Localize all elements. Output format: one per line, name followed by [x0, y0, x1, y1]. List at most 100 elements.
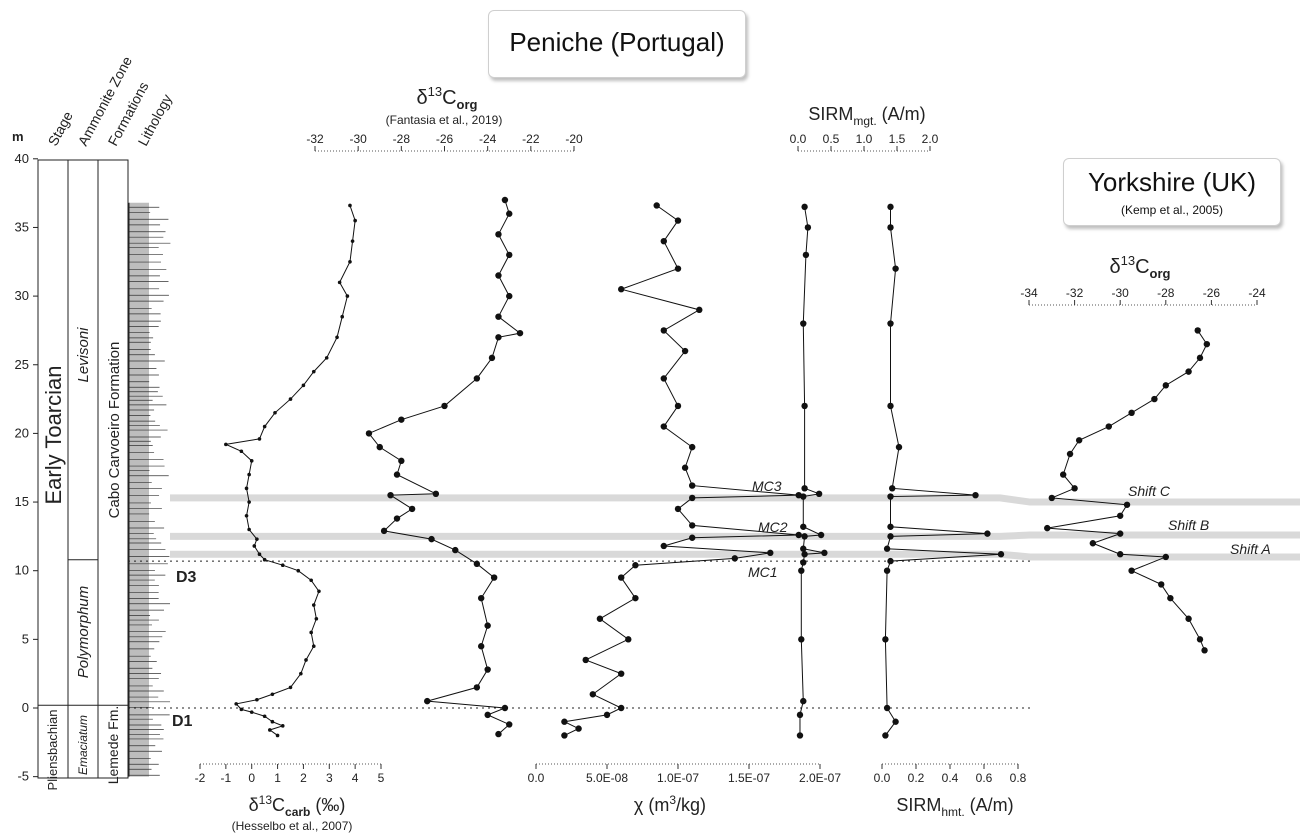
data-point	[882, 732, 889, 739]
data-point	[484, 666, 491, 673]
data-point	[477, 643, 485, 650]
data-point	[506, 292, 513, 300]
data-point	[892, 718, 899, 725]
data-point	[244, 486, 249, 491]
data-point	[660, 542, 667, 550]
data-point	[247, 527, 251, 532]
carb-axis-tick-label: 0	[248, 771, 255, 785]
yorkshire-title: Yorkshire (UK)	[1087, 167, 1257, 197]
data-point	[798, 636, 805, 643]
data-point	[801, 551, 808, 558]
yk-org-axis-tick-label: -32	[1066, 286, 1084, 300]
data-point	[1105, 423, 1113, 430]
data-point	[301, 383, 306, 388]
data-point	[1044, 524, 1051, 532]
carb-axis-title: δ13Ccarb (‰)	[249, 793, 346, 819]
data-point	[674, 217, 682, 224]
series-line	[562, 205, 799, 736]
data-point	[618, 574, 625, 581]
org-axis-tick-label: -26	[436, 132, 454, 146]
data-point	[887, 224, 894, 231]
data-point	[224, 442, 228, 447]
data-point	[882, 636, 889, 643]
data-point	[239, 707, 244, 712]
data-point	[393, 515, 401, 522]
chi-axis: 0.0 5.0E-08 1.0E-07 1.5E-07 2.0E-07	[528, 763, 841, 785]
series-line	[224, 205, 356, 736]
depth-axis	[37, 159, 129, 779]
depth-tick-label: 30	[15, 288, 29, 303]
data-point	[1185, 368, 1192, 375]
data-point	[473, 560, 481, 568]
data-point	[484, 622, 491, 629]
stage-pliensbachian: Pliensbachian	[45, 710, 60, 791]
carb-axis-tick-label: 1	[274, 771, 281, 785]
data-point	[883, 704, 891, 712]
carb-axis-tick-label: 2	[300, 771, 307, 785]
org-axis: -32 -30 -28 -26 -24 -22 -20	[306, 132, 583, 152]
sirm-mgt-axis-tick-label: 2.0	[922, 132, 939, 146]
data-point	[802, 251, 810, 259]
data-point	[270, 692, 275, 697]
data-point	[376, 443, 383, 451]
data-point	[561, 732, 568, 739]
data-point	[516, 329, 524, 337]
data-point	[674, 505, 682, 513]
data-point	[314, 616, 319, 621]
sirm-hmt-axis: 0.0 0.2 0.4 0.6 0.8	[874, 763, 1027, 785]
sirm-mgt-axis-tick-label: 1.5	[889, 132, 906, 146]
series-sirm-mgt	[796, 203, 828, 739]
data-point	[883, 567, 891, 574]
stage-early-toarcian: Early Toarcian	[41, 366, 66, 505]
data-point	[689, 522, 696, 529]
depth-tick-label: 20	[15, 425, 29, 440]
data-point	[887, 493, 894, 500]
carb-axis-tick-label: 3	[326, 771, 333, 785]
data-point	[387, 491, 394, 499]
data-point	[660, 327, 667, 334]
data-point	[280, 563, 285, 568]
depth-tick-label: 0	[22, 700, 29, 715]
data-point	[696, 306, 703, 314]
carb-axis-citation: (Hesselbo et al., 2007)	[232, 819, 353, 833]
data-point	[350, 239, 355, 243]
data-point	[244, 513, 249, 518]
org-axis-citation: (Fantasia et al., 2019)	[386, 113, 503, 127]
data-point	[689, 534, 696, 541]
data-point	[1203, 340, 1211, 348]
data-point	[801, 533, 808, 540]
zone-polymorphum: Polymorphum	[75, 586, 92, 679]
data-point	[1185, 615, 1192, 622]
label-mc3: MC3	[752, 478, 782, 494]
chi-axis-tick-label: 5.0E-08	[586, 771, 628, 785]
yk-org-axis-tick-label: -28	[1157, 286, 1175, 300]
d1-label: D1	[172, 713, 193, 730]
org-axis-tick-label: -28	[393, 132, 411, 146]
carb-axis-tick-label: -2	[195, 771, 206, 785]
data-point	[424, 697, 431, 705]
data-point	[1167, 594, 1174, 602]
data-point	[796, 711, 804, 719]
data-point	[490, 574, 498, 581]
chi-axis-tick-label: 1.0E-07	[657, 771, 699, 785]
data-point	[473, 684, 481, 691]
data-point	[340, 314, 345, 319]
data-point	[887, 557, 894, 565]
data-point	[495, 313, 502, 320]
carb-axis-tick-label: 4	[352, 771, 359, 785]
label-shift-b: Shift B	[1168, 517, 1209, 533]
label-mc2: MC2	[758, 519, 788, 535]
data-point	[618, 670, 625, 677]
data-point	[1162, 553, 1170, 561]
data-point	[1123, 501, 1131, 508]
data-point	[997, 551, 1005, 558]
data-point	[257, 437, 262, 441]
sirm-mgt-axis-title: SIRMmgt. (A/m)	[808, 104, 925, 128]
data-point	[1151, 395, 1158, 403]
data-point	[408, 505, 416, 513]
data-point	[257, 552, 262, 557]
depth-tick-label: 15	[15, 494, 29, 509]
data-point	[660, 237, 667, 245]
data-point	[681, 464, 689, 471]
sirm-hmt-axis-tick-label: 0.8	[1010, 771, 1027, 785]
